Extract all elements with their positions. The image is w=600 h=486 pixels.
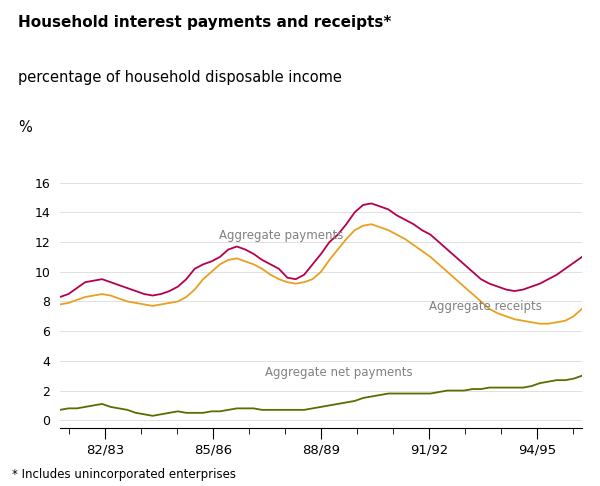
Text: * Includes unincorporated enterprises: * Includes unincorporated enterprises (12, 468, 236, 481)
Text: percentage of household disposable income: percentage of household disposable incom… (18, 70, 342, 85)
Text: Household interest payments and receipts*: Household interest payments and receipts… (18, 15, 391, 30)
Text: %: % (18, 120, 32, 135)
Text: Aggregate payments: Aggregate payments (219, 229, 344, 242)
Text: Aggregate receipts: Aggregate receipts (429, 300, 542, 313)
Text: Aggregate net payments: Aggregate net payments (265, 365, 413, 379)
